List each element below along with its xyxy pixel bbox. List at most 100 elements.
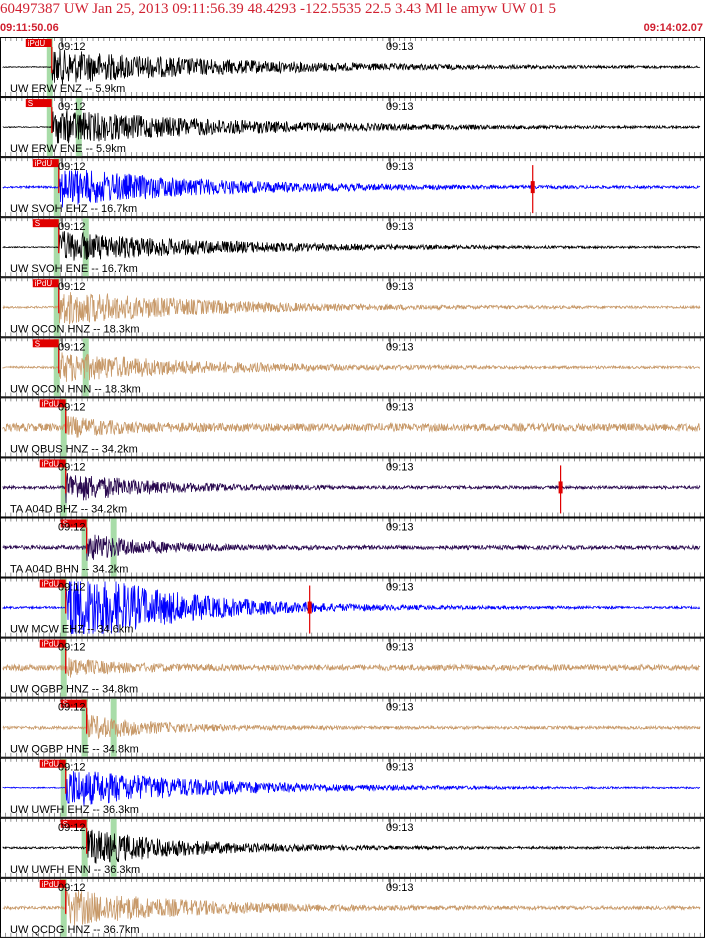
station-label: UW SVOH ENE -- 16.7km	[10, 263, 138, 275]
pick-label-box	[32, 219, 59, 228]
station-label: UW UWFH EHZ -- 36.3km	[10, 804, 139, 816]
pick-label-box	[60, 519, 87, 528]
trace-panel: iPdU 09:12 09:13 UW QCON HNZ -- 18.3km	[0, 277, 705, 338]
waveform	[2, 292, 701, 325]
waveform	[2, 890, 701, 926]
station-label: UW QCDG HNZ -- 36.7km	[10, 924, 140, 936]
pick-label-box	[60, 699, 87, 708]
pick-label-box	[60, 819, 87, 828]
chart-title: 60497387 UW Jan 25, 2013 09:11:56.39 48.…	[0, 1, 556, 17]
pick-label: S	[28, 99, 33, 108]
tick-label: 09:12	[58, 702, 86, 714]
tick-label: 09:13	[386, 461, 414, 473]
tick-label: 09:12	[58, 401, 86, 413]
pick-label: S	[63, 700, 68, 709]
trace-panel: S 09:12 09:13 UW ERW ENE -- 5.9km	[0, 97, 705, 158]
tick-label: 09:13	[386, 521, 414, 533]
pick-label: iPdU	[28, 39, 46, 48]
waveform	[2, 415, 701, 438]
station-label: TA A04D BHZ -- 34.2km	[10, 503, 127, 515]
waveform	[2, 49, 701, 85]
pick-label-box	[39, 639, 66, 648]
station-label: UW MCW EHZ -- 34.6km	[10, 624, 133, 636]
time-ticks	[0, 758, 701, 817]
station-label: UW SVOH EHZ -- 16.7km	[10, 203, 137, 215]
trace-panel: S 09:12 09:13 UW SVOH ENE -- 16.7km	[0, 217, 705, 278]
tick-label: 09:12	[58, 822, 86, 834]
tick-label: 09:13	[386, 822, 414, 834]
tick-label: 09:12	[58, 341, 86, 353]
pick-label-box	[39, 459, 66, 468]
end-time-label: 09:14:02.07	[643, 22, 703, 34]
pick-label-box	[25, 39, 52, 47]
time-ticks	[0, 878, 701, 937]
waveform	[2, 771, 701, 806]
waveform	[2, 352, 701, 382]
tick-label: 09:13	[386, 221, 414, 233]
pick-label-box	[39, 879, 66, 888]
tick-label: 09:13	[386, 762, 414, 774]
pick-label: iPdU	[42, 459, 60, 468]
pick-window	[110, 698, 117, 757]
pick-label: S	[63, 519, 68, 528]
tick-label: 09:12	[58, 642, 86, 654]
pick-window	[82, 338, 89, 397]
trace-panel: iPdU 09:12 09:13 UW SVOH EHZ -- 16.7km	[0, 157, 705, 218]
pick-label: iPdU	[42, 580, 60, 589]
time-ticks	[0, 38, 701, 97]
tick-label: 09:13	[386, 161, 414, 173]
trace-panel: iPdU 09:12 09:13 UW ERW ENZ -- 5.9km	[0, 37, 705, 98]
time-ticks	[0, 218, 701, 277]
tick-label: 09:12	[58, 221, 86, 233]
tick-label: 09:12	[58, 101, 86, 113]
time-ticks	[0, 698, 701, 757]
pick-label: S	[63, 820, 68, 829]
tick-label: 09:12	[58, 762, 86, 774]
tick-label: 09:13	[386, 882, 414, 894]
station-label: UW ERW ENE -- 5.9km	[10, 143, 126, 155]
station-label: UW QBUS HNZ -- 34.2km	[10, 443, 138, 455]
pick-window	[60, 458, 67, 517]
time-ticks	[0, 158, 701, 217]
pick-label-box	[39, 399, 66, 408]
time-ticks	[0, 398, 701, 457]
tick-label: 09:13	[386, 281, 414, 293]
pick-label: iPdU	[35, 279, 53, 288]
waveform	[2, 829, 701, 864]
pick-window	[60, 398, 67, 457]
tick-label: 09:12	[58, 582, 86, 594]
trace-panel: S 09:12 09:13 UW QCON HNN -- 18.3km	[0, 337, 705, 398]
time-ticks	[0, 578, 701, 637]
coda-mark-box	[307, 601, 312, 614]
coda-mark-box	[558, 481, 563, 494]
tick-label: 09:12	[58, 521, 86, 533]
time-ticks	[0, 518, 701, 577]
time-ticks	[0, 278, 701, 337]
trace-panel: S09:12 09:13 TA A04D BHN -- 34.2km	[0, 517, 705, 578]
pick-window	[53, 158, 60, 217]
time-ticks	[0, 638, 701, 697]
tick-label: 09:13	[386, 401, 414, 413]
tick-label: 09:13	[386, 341, 414, 353]
coda-mark-box	[530, 181, 535, 194]
tick-label: 09:12	[58, 882, 86, 894]
station-label: UW UWFH ENN -- 36.3km	[10, 864, 140, 876]
waveform	[2, 473, 701, 504]
tick-label: 09:13	[386, 41, 414, 53]
waveform	[2, 534, 701, 561]
station-label: UW QGBP HNZ -- 34.8km	[10, 684, 138, 696]
tick-label: 09:12	[58, 161, 86, 173]
pick-label: iPdU	[42, 399, 60, 408]
waveform	[2, 231, 701, 261]
pick-label: S	[35, 339, 40, 348]
trace-panel: S09:12 09:13 UW QGBP HNE -- 34.8km	[0, 697, 705, 758]
time-ticks	[0, 338, 701, 397]
waveform	[2, 714, 701, 740]
station-label: UW QGBP HNE -- 34.8km	[10, 744, 139, 756]
trace-panel: S09:12 09:13 UW UWFH ENN -- 36.3km	[0, 817, 705, 878]
